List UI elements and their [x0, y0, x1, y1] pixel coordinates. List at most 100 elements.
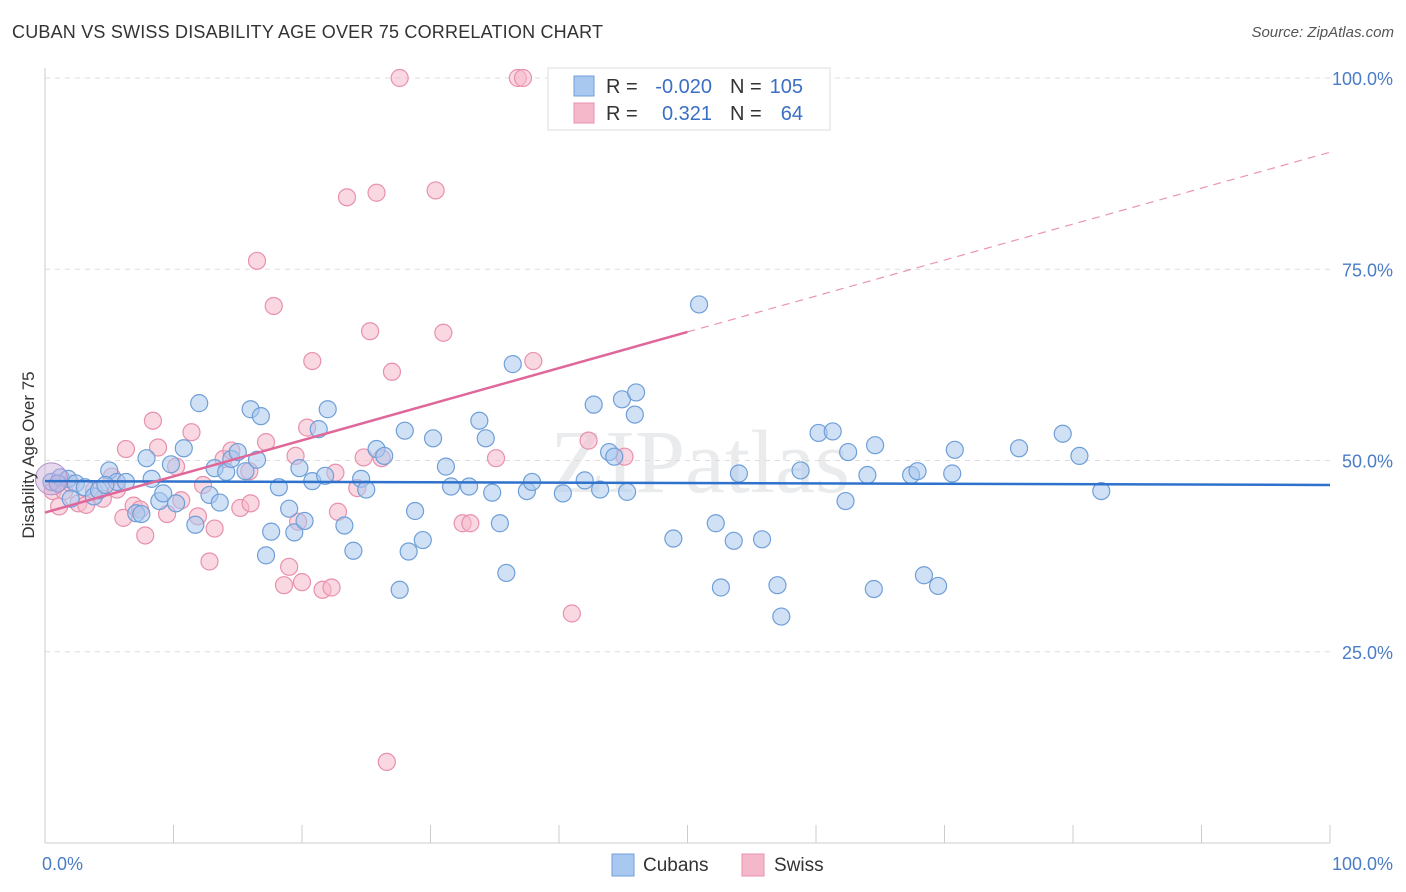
swiss-point: [182, 423, 201, 442]
legend-swiss-r-value: 0.321: [662, 103, 712, 125]
cubans-point: [154, 484, 173, 503]
cubans-point: [866, 436, 885, 455]
cubans-point: [318, 400, 337, 419]
swiss-point: [292, 573, 312, 592]
swiss-point: [486, 449, 506, 468]
legend-swiss-r-label: R =: [606, 103, 638, 125]
swiss-point: [247, 251, 267, 270]
cubans-point: [132, 504, 151, 524]
swiss-point: [303, 351, 322, 371]
cubans-points: [34, 295, 1111, 626]
legend-swiss-swatch: [573, 102, 595, 124]
x-tick-label: 100.0%: [1332, 854, 1393, 874]
swiss-points: [43, 68, 634, 772]
chart-title: CUBAN VS SWISS DISABILITY AGE OVER 75 CO…: [12, 22, 604, 42]
legend-box: R = -0.020 N = 105 R = 0.321 N = 64: [547, 67, 831, 131]
swiss-point: [513, 68, 533, 88]
cubans-point: [316, 466, 335, 485]
cubans-point: [724, 531, 743, 550]
cubans-point: [706, 514, 725, 533]
swiss-point: [148, 438, 168, 457]
cubans-point: [503, 355, 522, 374]
legend-swiss-n-value: 64: [781, 103, 803, 125]
cubans-point: [236, 462, 255, 481]
cubans-point: [664, 529, 683, 548]
swiss-trendline-extension: [687, 151, 1331, 333]
cubans-point: [626, 383, 646, 402]
cubans-point: [772, 607, 791, 626]
cubans-point: [483, 483, 502, 502]
swiss-point: [434, 323, 453, 342]
legend-cubans-r-label: R =: [606, 76, 638, 98]
cubans-point: [689, 295, 709, 314]
swiss-point: [562, 604, 581, 623]
cubans-point: [625, 405, 644, 424]
legend-cubans-n-value: 105: [770, 76, 803, 98]
cubans-point: [344, 541, 363, 560]
cubans-point: [470, 411, 489, 430]
cubans-point: [413, 530, 432, 550]
cubans-point: [591, 480, 610, 499]
cubans-point: [459, 477, 479, 496]
swiss-point: [361, 322, 380, 341]
swiss-point: [377, 752, 396, 772]
swiss-point: [337, 188, 357, 207]
swiss-point: [390, 68, 409, 88]
axes: [44, 68, 1331, 844]
cubans-point: [285, 523, 304, 542]
cubans-point: [836, 491, 855, 511]
swiss-point: [241, 494, 260, 513]
cubans-point: [405, 501, 425, 521]
cubans-point: [190, 394, 209, 413]
cubans-trendline: [44, 479, 1331, 487]
cubans-point: [390, 580, 409, 599]
grid-lines: [45, 77, 1330, 653]
bottom-legend: Cubans Swiss: [611, 853, 824, 877]
swiss-point: [264, 296, 283, 316]
cubans-point: [399, 542, 418, 561]
cubans-point: [864, 579, 883, 599]
cubans-point: [375, 446, 394, 466]
swiss-point: [280, 557, 299, 576]
bottom-legend-swiss-swatch: [741, 853, 765, 877]
y-tick-label: 50.0%: [1342, 452, 1393, 472]
cubans-point: [423, 429, 443, 448]
swiss-point: [579, 431, 598, 450]
cubans-point: [908, 462, 927, 481]
cubans-point: [262, 522, 281, 541]
cubans-point: [605, 447, 624, 466]
y-tick-label: 25.0%: [1342, 643, 1393, 663]
cubans-point: [752, 530, 772, 549]
cubans-point: [945, 440, 964, 459]
legend-cubans-swatch: [573, 75, 595, 97]
cubans-point: [490, 514, 509, 533]
swiss-point: [322, 578, 341, 597]
swiss-point: [461, 514, 480, 533]
legend-cubans-n-label: N =: [730, 76, 762, 98]
cubans-point: [497, 563, 516, 583]
trendlines: [44, 151, 1331, 514]
swiss-point: [274, 576, 294, 595]
cubans-point: [357, 480, 376, 499]
bottom-legend-cubans-label: Cubans: [643, 855, 709, 876]
cubans-point: [943, 464, 962, 483]
cubans-point: [584, 395, 603, 414]
cubans-point: [858, 465, 877, 485]
cubans-point: [711, 578, 731, 597]
swiss-point: [367, 183, 386, 202]
cubans-point: [186, 515, 205, 534]
cubans-point: [575, 471, 594, 490]
cubans-point: [729, 464, 749, 483]
cubans-point: [256, 546, 276, 565]
cubans-point: [174, 439, 193, 458]
bottom-legend-swiss-label: Swiss: [774, 855, 824, 876]
cubans-point: [166, 494, 186, 513]
bottom-legend-cubans-swatch: [611, 853, 635, 877]
cubans-point: [395, 421, 414, 440]
cubans-point: [928, 576, 948, 596]
cubans-point: [823, 422, 842, 441]
swiss-point: [426, 181, 445, 200]
cubans-point: [436, 457, 456, 476]
swiss-point: [116, 439, 136, 459]
